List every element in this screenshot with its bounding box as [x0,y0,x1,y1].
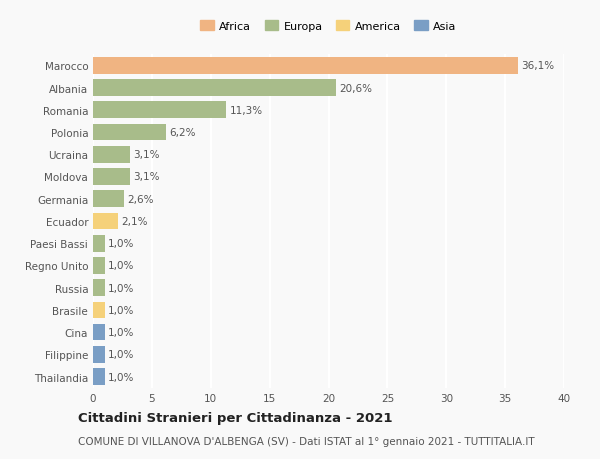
Text: 3,1%: 3,1% [133,172,160,182]
Bar [93,302,105,319]
Bar [93,280,105,297]
Text: 1,0%: 1,0% [109,372,134,382]
Bar [93,191,124,207]
Bar [93,213,118,230]
Bar [93,58,518,74]
Text: 11,3%: 11,3% [230,106,263,116]
Bar [93,80,335,97]
Bar [93,169,130,185]
Bar [93,324,105,341]
Bar [93,346,105,363]
Text: 1,0%: 1,0% [109,305,134,315]
Text: 36,1%: 36,1% [521,61,555,71]
Text: 6,2%: 6,2% [170,128,196,138]
Bar [93,124,166,141]
Text: Cittadini Stranieri per Cittadinanza - 2021: Cittadini Stranieri per Cittadinanza - 2… [78,412,392,425]
Text: 20,6%: 20,6% [339,84,372,93]
Text: 1,0%: 1,0% [109,327,134,337]
Bar [93,257,105,274]
Text: 1,0%: 1,0% [109,239,134,249]
Bar [93,146,130,163]
Text: 1,0%: 1,0% [109,261,134,271]
Text: 1,0%: 1,0% [109,283,134,293]
Text: 2,6%: 2,6% [127,194,154,204]
Text: COMUNE DI VILLANOVA D'ALBENGA (SV) - Dati ISTAT al 1° gennaio 2021 - TUTTITALIA.: COMUNE DI VILLANOVA D'ALBENGA (SV) - Dat… [78,436,535,446]
Bar [93,235,105,252]
Legend: Africa, Europa, America, Asia: Africa, Europa, America, Asia [197,17,460,35]
Text: 1,0%: 1,0% [109,350,134,359]
Text: 3,1%: 3,1% [133,150,160,160]
Bar [93,369,105,385]
Text: 2,1%: 2,1% [121,217,148,226]
Bar [93,102,226,119]
